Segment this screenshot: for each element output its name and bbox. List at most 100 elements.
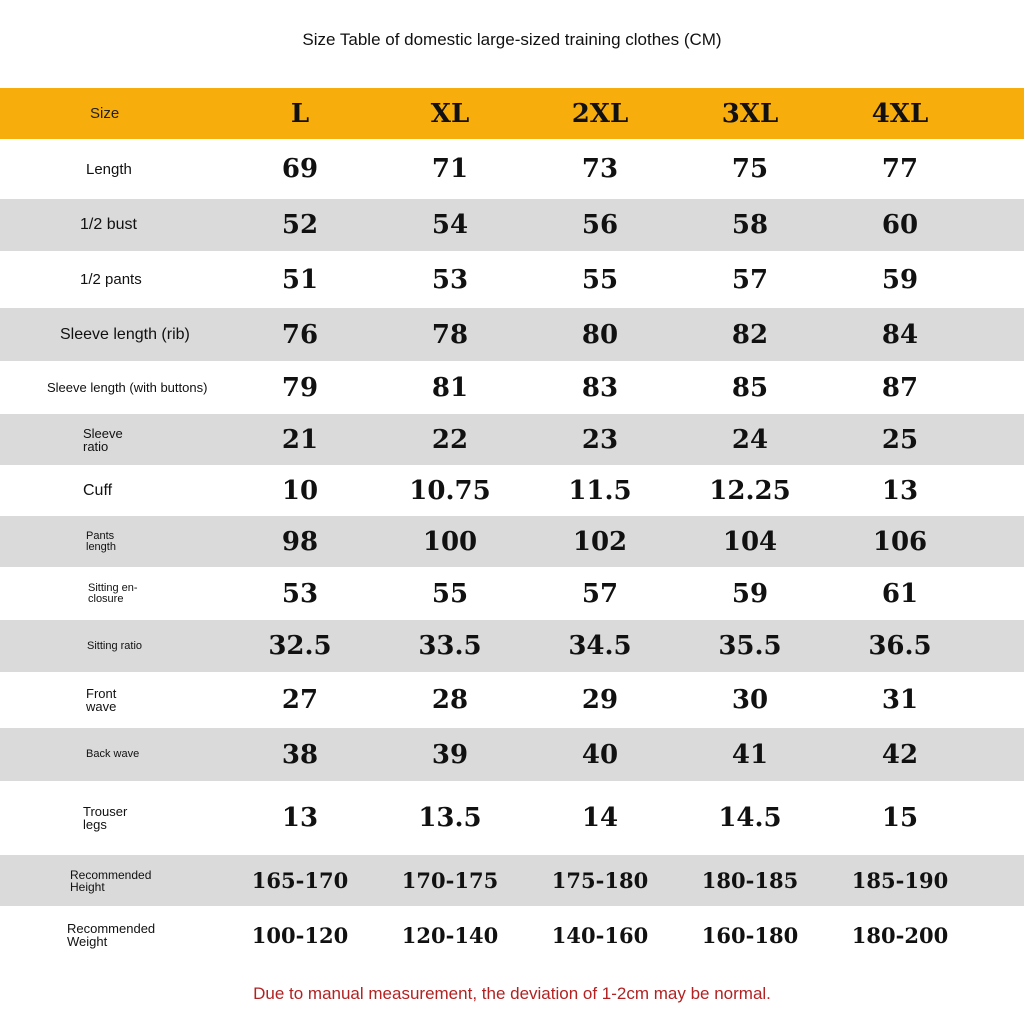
table-cell: 106 [872, 526, 928, 557]
table-cell: 10 [281, 475, 319, 506]
header-size-xl: XL [430, 98, 470, 129]
header-size-2xl: 2XL [571, 98, 629, 129]
table-cell: 54 [431, 210, 469, 240]
table-row: Cuff 10 10.75 11.5 12.25 13 [0, 465, 1024, 516]
table-cell: 52 [281, 210, 319, 240]
table-row: Length 69 71 73 75 77 [0, 139, 1024, 199]
table-cell: 180-200 [851, 922, 949, 948]
table-cell: 14.5 [718, 803, 782, 833]
table-cell: 69 [281, 154, 319, 184]
row-label: 1/2 bust [0, 217, 225, 233]
table-cell: 76 [281, 319, 319, 350]
table-row: Recommended Weight 100-120 120-140 140-160 1… [0, 906, 1024, 964]
table-cell: 100-120 [251, 922, 349, 948]
row-label: Recommended Height [0, 869, 225, 893]
row-label: Sitting en-closure [0, 582, 225, 605]
row-label: Sleeve ratio [0, 427, 225, 453]
table-cell: 32.5 [268, 631, 332, 661]
row-label: Sitting ratio [0, 639, 225, 652]
table-cell: 56 [581, 210, 619, 240]
table-cell: 180-185 [701, 868, 799, 893]
table-cell: 75 [731, 154, 769, 184]
table-cell: 83 [581, 372, 619, 403]
table-cell: 42 [881, 739, 919, 770]
table-cell: 85 [731, 372, 769, 403]
table-cell: 24 [731, 424, 769, 455]
size-table: Size L XL 2XL 3XL 4XL Length 69 71 73 75 77 1/… [0, 88, 1024, 964]
header-size-4xl: 4XL [871, 98, 929, 129]
row-label-text: Sitting ratio [87, 639, 143, 652]
table-cell: 38 [281, 739, 319, 770]
table-cell: 23 [581, 424, 619, 455]
row-label-text: Sleeve length (rib) [60, 325, 190, 343]
row-label-text: Front wave [86, 686, 117, 714]
table-cell: 33.5 [418, 631, 482, 661]
table-header-row: Size L XL 2XL 3XL 4XL [0, 88, 1024, 139]
table-cell: 10.75 [409, 475, 491, 506]
table-cell: 36.5 [868, 631, 932, 661]
table-cell: 30 [731, 685, 769, 715]
table-row: Back wave 38 39 40 41 42 [0, 728, 1024, 781]
table-row: Trouser legs 13 13.5 14 14.5 15 [0, 781, 1024, 855]
row-label-text: Length [86, 160, 132, 178]
table-cell: 13 [281, 803, 319, 833]
table-cell: 160-180 [701, 922, 799, 948]
table-cell: 13 [881, 475, 919, 506]
table-cell: 31 [881, 685, 919, 715]
row-label-text: Recommended Height [70, 867, 152, 894]
page-title: Size Table of domestic large-sized train… [302, 30, 722, 49]
table-row: 1/2 pants 51 53 55 57 59 [0, 251, 1024, 308]
table-cell: 61 [881, 578, 919, 609]
table-cell: 59 [731, 578, 769, 609]
table-row: Recommended Height 165-170 170-175 175-180 1… [0, 855, 1024, 906]
table-cell: 100 [422, 526, 478, 557]
table-cell: 104 [722, 526, 778, 557]
table-cell: 58 [731, 210, 769, 240]
row-label: Length [0, 162, 225, 177]
table-cell: 120-140 [401, 922, 499, 948]
table-cell: 57 [581, 578, 619, 609]
table-cell: 51 [281, 264, 319, 295]
table-cell: 79 [281, 372, 319, 403]
table-cell: 53 [281, 578, 319, 609]
row-label: Trouser legs [0, 805, 225, 831]
table-row: Sitting en-closure 53 55 57 59 61 [0, 567, 1024, 620]
row-label: Recommended Weight [0, 922, 225, 948]
table-cell: 11.5 [568, 475, 632, 506]
row-label-text: Trouser legs [83, 804, 128, 832]
table-row: Sleeve length (rib) 76 78 80 82 84 [0, 308, 1024, 361]
header-size-l: L [290, 98, 310, 129]
table-row: Sleeve ratio 21 22 23 24 25 [0, 414, 1024, 465]
table-row: Sitting ratio 32.5 33.5 34.5 35.5 36.5 [0, 620, 1024, 672]
row-label-text: 1/2 bust [80, 216, 137, 233]
row-label-text: Sleeve length (with buttons) [47, 380, 208, 395]
table-cell: 59 [881, 264, 919, 295]
table-cell: 29 [581, 685, 619, 715]
row-label: Front wave [0, 687, 225, 713]
header-size-label: Size [90, 105, 120, 122]
row-label: 1/2 pants [0, 272, 225, 287]
table-cell: 25 [881, 424, 919, 455]
row-label: Cuff [0, 482, 225, 499]
row-label-text: Pants length [86, 529, 116, 553]
table-row: Sleeve length (with buttons) 79 81 83 85 87 [0, 361, 1024, 414]
table-cell: 21 [281, 424, 319, 455]
table-cell: 98 [281, 526, 319, 557]
table-cell: 73 [581, 154, 619, 184]
table-cell: 15 [881, 803, 919, 833]
table-cell: 35.5 [718, 631, 782, 661]
table-body: Length 69 71 73 75 77 1/2 bust 52 54 56 58 60 1/2 pa… [0, 139, 1024, 964]
table-cell: 165-170 [251, 868, 349, 893]
header-size-3xl: 3XL [721, 98, 779, 129]
table-cell: 60 [881, 210, 919, 240]
table-cell: 41 [731, 739, 769, 770]
table-cell: 84 [881, 319, 919, 350]
table-cell: 27 [281, 685, 319, 715]
table-cell: 39 [431, 739, 469, 770]
row-label-text: 1/2 pants [80, 271, 142, 288]
table-cell: 40 [581, 739, 619, 770]
row-label: Sleeve length (rib) [0, 325, 225, 343]
table-cell: 102 [572, 526, 628, 557]
table-cell: 185-190 [851, 868, 949, 893]
table-row: Front wave 27 28 29 30 31 [0, 672, 1024, 728]
